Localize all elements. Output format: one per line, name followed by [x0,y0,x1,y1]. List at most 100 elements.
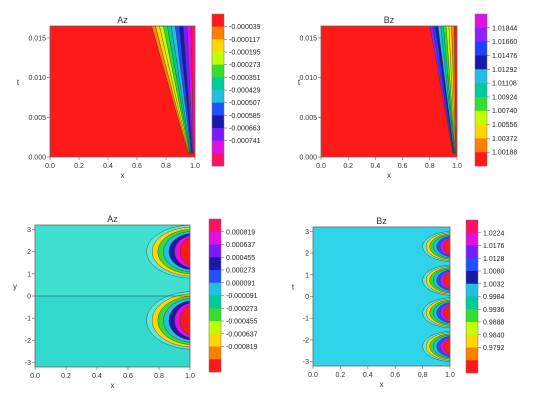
x-tick-label: 0.6 [390,372,400,379]
legend-label: 1.00188 [492,150,517,157]
legend-swatch [466,220,478,234]
legend-swatch [209,359,221,373]
legend-label: 1.0128 [483,256,505,263]
y-tick-label: 1 [305,272,309,279]
legend-label: 0.000273 [226,268,255,275]
x-tick-label: 0.0 [308,372,318,379]
legend-label: 0.9888 [483,320,505,327]
legend-label: -0.000455 [226,319,258,326]
legend-swatch [475,69,487,84]
x-tick-label: 1.0 [452,163,462,170]
y-tick-label: 2 [305,251,309,258]
legend-swatch [466,334,478,348]
legend-label: 0.000819 [226,229,255,236]
contour-lobe [443,238,450,255]
legend-swatch [212,153,224,167]
legend-swatch [212,128,224,141]
legend-label: -0.000273 [226,306,258,313]
legend-label: 1.01108 [492,81,517,88]
contour-band [190,26,195,154]
legend-label: -0.000585 [229,113,261,120]
legend-swatch [466,360,478,374]
y-tick-label: 0.010 [299,75,317,82]
legend-swatch [466,347,478,361]
legend-label: -0.000663 [229,126,261,133]
legend-swatch [212,52,224,65]
legend-label: -0.000039 [229,24,261,31]
chart-4: Bz 0.0 0.2 0.4 0.6 0.8 1.0 x -3 -2 -1 0 1 2 3 t 1.0224 1.… [292,216,505,389]
x-tick-label: 0.4 [363,372,373,379]
x-tick-label: 0.6 [123,373,133,380]
legend-label: 0.9984 [483,294,505,301]
contour-lobe [443,272,450,289]
legend-swatch [475,27,487,42]
legend-label: 0.000637 [226,242,255,249]
legend-label: 1.01476 [492,53,517,60]
x-axis-label: x [121,171,125,180]
y-tick-label: 3 [27,227,31,234]
legend-label: 1.00740 [492,108,517,115]
legend-label: -0.000819 [226,344,258,351]
y-tick-label: -1 [303,316,309,323]
legend-swatch [475,110,487,125]
x-tick-label: 0.4 [92,373,102,380]
legend-swatch [475,152,487,167]
x-axis-label: x [111,381,115,390]
x-tick-label: 0.2 [336,372,346,379]
legend-swatch [475,124,487,139]
y-tick-label: -2 [303,337,309,344]
x-tick-label: 0.2 [343,163,353,170]
y-axis-label: t [17,78,20,87]
contour-lobe [443,338,450,355]
legend-swatch [212,64,224,78]
y-axis-label: t [298,78,301,87]
chart-1: Az 0.0 0.2 0.4 0.6 0.8 1.0 x 0.000 0.005 0.010 0.01… [17,13,261,180]
y-tick-label: 0.015 [28,35,46,42]
y-axis-label: t [292,283,295,292]
y-tick-label: 2 [27,249,31,256]
legend-swatch [466,245,478,259]
legend-label: 1.00372 [492,136,517,143]
legend-swatch [212,26,224,40]
legend-label: 1.01292 [492,67,517,74]
chart-3: Az 0.0 0.2 0.4 0.6 0.8 1.0 x -3 -2 -1 0 1 2 3 y 0.000819… [13,214,258,390]
x-tick-label: 0.2 [74,163,84,170]
legend-label: 1.00924 [492,94,517,101]
legend-swatch [475,96,487,112]
legend-swatch [475,138,487,153]
legend-swatch [209,295,221,309]
legend-label: 0.000455 [226,255,255,262]
legend-label: -0.000195 [229,50,261,57]
legend-swatch [212,14,224,27]
plot-frame [49,25,196,158]
x-tick-label: 1.0 [190,163,200,170]
legend-swatch [209,231,221,245]
legend-frame [474,13,488,167]
x-tick-label: 0.6 [398,163,408,170]
legend-swatch [212,77,224,91]
x-axis-label: x [380,380,384,389]
x-tick-label: 0.0 [30,373,40,380]
legend-swatch [209,333,221,347]
legend-label: 1.0176 [483,243,505,250]
legend-label: 1.0080 [483,269,505,276]
y-axis-label: y [13,282,17,291]
legend-swatch [209,321,221,335]
y-tick-label: 1 [27,271,31,278]
legend-label: 0.000091 [226,280,255,287]
legend-swatch [209,346,221,360]
legend-swatch [475,83,487,98]
legend-swatch [475,41,487,56]
legend-label: -0.000273 [229,62,261,69]
legend-swatch [209,219,221,233]
x-tick-label: 0.2 [61,373,71,380]
legend-swatch [466,232,478,246]
legend-label: -0.000091 [226,293,258,300]
legend-swatch [212,102,224,116]
y-tick-label: 0 [305,294,309,301]
x-tick-label: 0.8 [425,163,435,170]
y-tick-label: 0.000 [28,155,46,162]
x-tick-label: 0.0 [316,163,326,170]
y-tick-label: 0.010 [28,75,46,82]
